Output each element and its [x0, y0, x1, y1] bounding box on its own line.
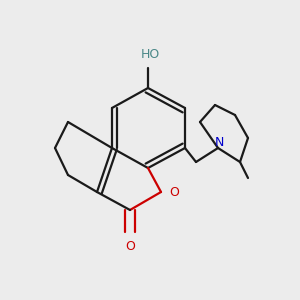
Text: HO: HO [140, 48, 160, 61]
Text: N: N [214, 136, 224, 148]
Text: O: O [125, 240, 135, 253]
Text: O: O [169, 185, 179, 199]
